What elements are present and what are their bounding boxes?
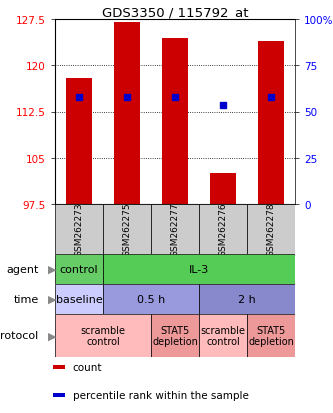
Bar	[210, 174, 236, 204]
Bar	[151, 204, 199, 254]
Bar	[258, 41, 284, 204]
Text: STAT5
depletion: STAT5 depletion	[248, 325, 294, 347]
Bar	[162, 38, 188, 204]
Text: GSM262273: GSM262273	[75, 202, 84, 257]
Text: ▶: ▶	[48, 331, 56, 341]
Bar	[247, 204, 295, 254]
Bar	[55, 314, 151, 357]
Bar	[66, 78, 92, 204]
Bar	[151, 314, 199, 357]
Text: ▶: ▶	[48, 294, 56, 304]
Text: ▶: ▶	[48, 264, 56, 274]
Bar	[55, 254, 103, 284]
Text: 0.5 h: 0.5 h	[137, 294, 165, 304]
Bar	[53, 365, 65, 369]
Text: scramble
control: scramble control	[81, 325, 126, 347]
Text: GSM262275: GSM262275	[123, 202, 132, 257]
Bar	[53, 393, 65, 397]
Text: baseline: baseline	[56, 294, 102, 304]
Bar	[199, 314, 247, 357]
Title: GDS3350 / 115792_at: GDS3350 / 115792_at	[102, 6, 248, 19]
Bar	[103, 284, 199, 314]
Text: protocol: protocol	[0, 331, 39, 341]
Text: control: control	[60, 264, 98, 274]
Text: count: count	[73, 362, 102, 372]
Bar	[114, 23, 140, 204]
Text: agent: agent	[6, 264, 39, 274]
Text: 2 h: 2 h	[238, 294, 256, 304]
Bar	[55, 204, 103, 254]
Text: scramble
control: scramble control	[200, 325, 245, 347]
Text: time: time	[13, 294, 39, 304]
Text: GSM262276: GSM262276	[218, 202, 227, 257]
Bar	[55, 284, 103, 314]
Bar	[247, 314, 295, 357]
Text: GSM262277: GSM262277	[170, 202, 179, 257]
Bar	[199, 204, 247, 254]
Bar	[103, 204, 151, 254]
Bar	[199, 284, 295, 314]
Text: STAT5
depletion: STAT5 depletion	[152, 325, 198, 347]
Bar	[103, 254, 295, 284]
Text: percentile rank within the sample: percentile rank within the sample	[73, 390, 248, 400]
Text: IL-3: IL-3	[189, 264, 209, 274]
Text: GSM262278: GSM262278	[266, 202, 275, 257]
